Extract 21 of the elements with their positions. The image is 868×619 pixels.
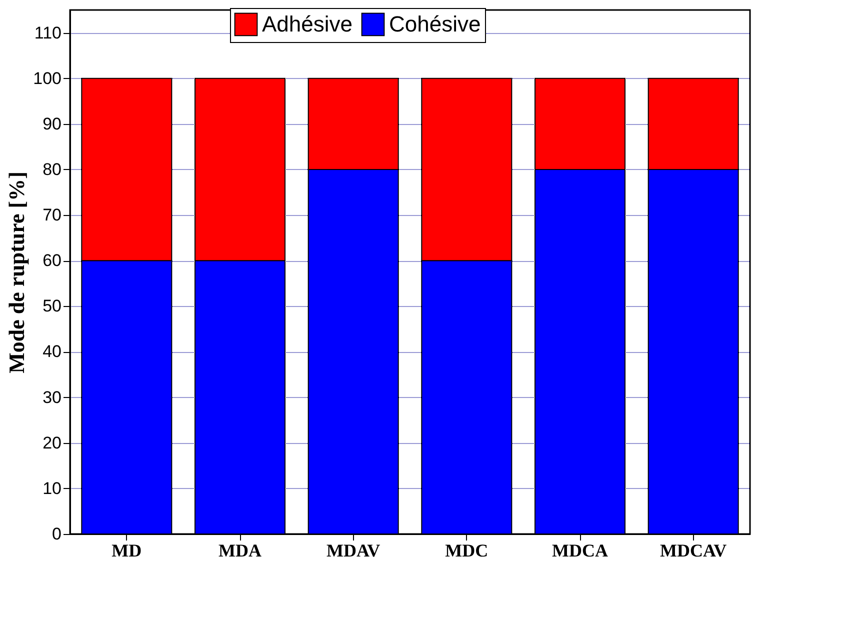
y-tick-label: 10: [42, 478, 62, 498]
y-tick-label: 20: [42, 433, 62, 452]
y-tick-label: 60: [42, 251, 62, 270]
y-axis-title: Mode de rupture [%]: [4, 172, 30, 374]
y-tick-label: 30: [42, 388, 62, 407]
y-tick-label: 70: [42, 206, 62, 225]
y-tick-label: 100: [33, 68, 62, 88]
y-tick-label: 110: [34, 23, 62, 42]
y-tick-label: 80: [42, 160, 62, 179]
legend-label: Adhésive: [262, 11, 353, 36]
y-tick-label: 40: [42, 342, 62, 362]
y-tick-label: 90: [42, 114, 62, 134]
y-tick-label: 50: [42, 296, 62, 316]
x-tick-label: MDAV: [326, 540, 380, 560]
x-tick-label: MDCA: [552, 540, 608, 560]
x-tick-label: MDCAV: [660, 540, 727, 560]
y-tick-label: 0: [52, 524, 62, 544]
x-tick-label: MDA: [218, 540, 262, 560]
x-tick-label: MD: [112, 540, 142, 560]
x-tick-label: MDC: [445, 540, 488, 560]
legend-label: Cohésive: [389, 11, 481, 36]
